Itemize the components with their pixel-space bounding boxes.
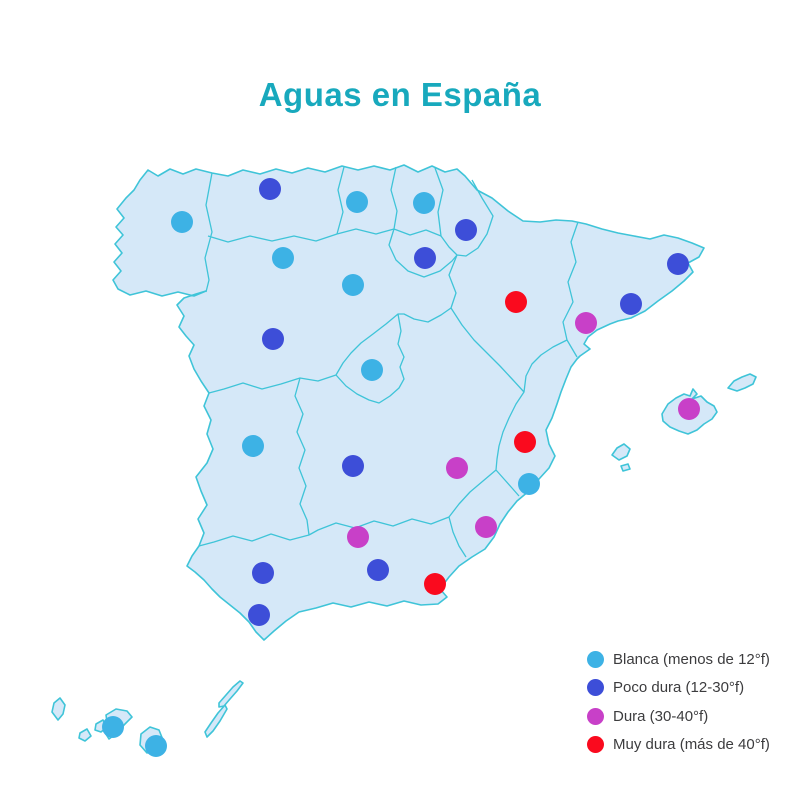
map-point-muy_dura: [505, 291, 527, 313]
water-hardness-points: [102, 178, 700, 757]
legend: Blanca (menos de 12°f) Poco dura (12-30°f…: [587, 649, 770, 763]
map-point-poco_dura: [455, 219, 477, 241]
map-point-poco_dura: [262, 328, 284, 350]
legend-color-dot: [587, 679, 604, 696]
page-title: Aguas en España: [258, 76, 542, 113]
map-point-poco_dura: [248, 604, 270, 626]
map-point-blanca: [413, 192, 435, 214]
map-point-poco_dura: [259, 178, 281, 200]
fuerteventura-island: [204, 704, 228, 738]
el-hierro-island: [78, 728, 92, 742]
ibiza-island: [611, 443, 631, 461]
legend-item: Poco dura (12-30°f): [587, 678, 770, 698]
legend-item-label: Muy dura (más de 40°f): [613, 736, 770, 753]
map-point-poco_dura: [414, 247, 436, 269]
map-point-blanca: [145, 735, 167, 757]
map-point-poco_dura: [620, 293, 642, 315]
map-point-muy_dura: [514, 431, 536, 453]
la-palma-island: [51, 697, 66, 721]
map-point-blanca: [342, 274, 364, 296]
legend-color-dot: [587, 736, 604, 753]
map-point-blanca: [346, 191, 368, 213]
legend-item-label: Poco dura (12-30°f): [613, 679, 745, 696]
map-point-blanca: [518, 473, 540, 495]
spain-mainland-shape: [112, 164, 705, 641]
map-point-blanca: [272, 247, 294, 269]
map-point-blanca: [102, 716, 124, 738]
map-point-muy_dura: [424, 573, 446, 595]
map-point-blanca: [171, 211, 193, 233]
legend-item: Muy dura (más de 40°f): [587, 735, 770, 755]
legend-color-dot: [587, 707, 604, 725]
map-point-blanca: [361, 359, 383, 381]
map-point-poco_dura: [367, 559, 389, 581]
legend-item: Dura (30-40°f): [587, 706, 770, 726]
legend-color-dot: [587, 650, 604, 668]
legend-item-label: Blanca (menos de 12°f): [613, 650, 770, 668]
map-point-dura: [347, 526, 369, 548]
region-borders-path: [198, 166, 579, 558]
lanzarote-island: [218, 680, 244, 708]
formentera-island: [620, 463, 631, 472]
map-point-poco_dura: [342, 455, 364, 477]
map-point-dura: [475, 516, 497, 538]
menorca-island: [727, 373, 757, 392]
map-point-dura: [446, 457, 468, 479]
map-point-blanca: [242, 435, 264, 457]
legend-item-label: Dura (30-40°f): [613, 707, 709, 725]
map-point-dura: [575, 312, 597, 334]
balearic-islands: [611, 373, 757, 472]
map-point-poco_dura: [252, 562, 274, 584]
legend-item: Blanca (menos de 12°f): [587, 649, 770, 669]
map-point-poco_dura: [667, 253, 689, 275]
map-point-dura: [678, 398, 700, 420]
